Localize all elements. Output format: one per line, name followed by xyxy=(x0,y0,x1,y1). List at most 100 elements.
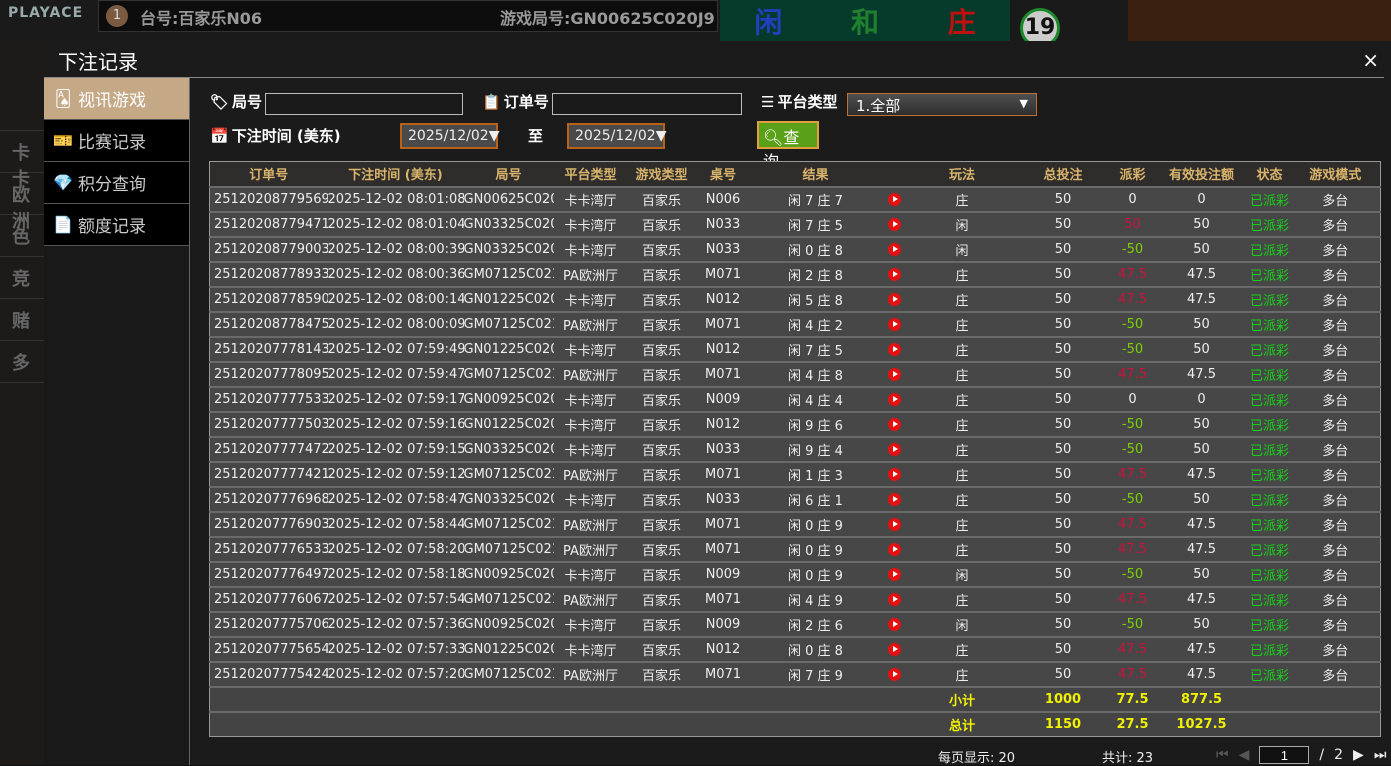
empty-cell xyxy=(1248,710,1291,737)
total-valid-bet: 1027.5 xyxy=(1154,710,1249,737)
play-video-icon[interactable] xyxy=(888,542,901,556)
page-input[interactable] xyxy=(1259,746,1310,764)
platform-select[interactable]: 1.全部 ▼ xyxy=(847,93,1037,116)
cell: 251202077769685 xyxy=(209,485,328,512)
cell: 2025-12-02 07:59:16 xyxy=(327,410,464,437)
round-input[interactable] xyxy=(265,93,463,115)
column-header: 结果 xyxy=(750,161,881,187)
play-video-icon[interactable] xyxy=(888,367,901,381)
play-video-icon[interactable] xyxy=(888,617,901,631)
play-video-icon[interactable] xyxy=(888,492,901,506)
play-video-icon[interactable] xyxy=(888,392,901,406)
cell: 50 xyxy=(1154,560,1249,587)
column-header: 总投注 xyxy=(1015,161,1111,187)
play-video-icon[interactable] xyxy=(888,567,901,581)
sidebar-item-label: 比赛记录 xyxy=(78,133,146,153)
cell: 2025-12-02 07:59:17 xyxy=(327,385,464,412)
cell: GM07125C0214I xyxy=(463,310,554,337)
cell: GM07125C0214G xyxy=(463,460,554,487)
cell: 多台 xyxy=(1290,535,1381,562)
time-label: 📅 下注时间 (美东) xyxy=(210,126,341,146)
cell: 50 xyxy=(1015,235,1111,262)
play-video-icon[interactable] xyxy=(888,442,901,456)
play-video-icon[interactable] xyxy=(888,642,901,656)
cell: 251202087784758 xyxy=(209,310,328,337)
cell: 2025-12-02 08:00:36 xyxy=(327,260,464,287)
play-video-icon[interactable] xyxy=(888,292,901,306)
cell: 50 xyxy=(1015,285,1111,312)
sidebar-item-0[interactable]: 🂡 视讯游戏 xyxy=(44,78,189,120)
cell: 闲 7 庄 9 xyxy=(750,660,881,687)
play-video-icon[interactable] xyxy=(888,517,901,531)
cell: N033 xyxy=(695,210,751,237)
empty-cell xyxy=(1290,710,1381,737)
cell: 50 xyxy=(1015,185,1111,212)
cell: 50 xyxy=(1015,310,1111,337)
cell: 闲 1 庄 3 xyxy=(750,460,881,487)
cell: 50 xyxy=(1015,360,1111,387)
cell: 百家乐 xyxy=(627,460,696,487)
sidebar-item-2[interactable]: 💎 积分查询 xyxy=(44,162,189,204)
table-row: 251202077760678 2025-12-02 07:57:54 GM0712… xyxy=(209,585,1381,612)
close-icon[interactable]: × xyxy=(1362,48,1379,72)
cell: 卡卡湾厅 xyxy=(553,485,628,512)
cell: GN03325C020QC xyxy=(463,210,554,237)
date-to[interactable]: 2025/12/02▼ xyxy=(567,123,666,149)
play-video-icon[interactable] xyxy=(888,417,901,431)
cell: 2025-12-02 07:59:47 xyxy=(327,360,464,387)
cell: 已派彩 xyxy=(1248,310,1291,337)
cell: 百家乐 xyxy=(627,510,696,537)
cell: 卡卡湾厅 xyxy=(553,235,628,262)
cell: 卡卡湾厅 xyxy=(553,435,628,462)
play-video-icon[interactable] xyxy=(888,217,901,231)
table-row: 251202077781433 2025-12-02 07:59:49 GN0122… xyxy=(209,335,1381,362)
video-cell xyxy=(880,535,909,562)
cell: 多台 xyxy=(1290,660,1381,687)
sidebar-item-1[interactable]: 🎫 比赛记录 xyxy=(44,120,189,162)
play-video-icon[interactable] xyxy=(888,192,901,206)
cell: PA欧洲厅 xyxy=(553,260,628,287)
total-payout: 27.5 xyxy=(1110,710,1155,737)
video-cell xyxy=(880,335,909,362)
cell: 已派彩 xyxy=(1248,560,1291,587)
cell: 已派彩 xyxy=(1248,510,1291,537)
cell: 多台 xyxy=(1290,560,1381,587)
play-video-icon[interactable] xyxy=(888,467,901,481)
cell: 庄 xyxy=(908,360,1016,387)
cell: 251202077774723 xyxy=(209,435,328,462)
empty-cell xyxy=(463,685,554,712)
total-label: 总计 xyxy=(908,710,1016,737)
cell: -50 xyxy=(1110,410,1155,437)
play-video-icon[interactable] xyxy=(888,267,901,281)
next-page-icon[interactable]: ▶ xyxy=(1353,747,1364,763)
table-row: 251202077756548 2025-12-02 07:57:33 GN0122… xyxy=(209,635,1381,662)
cell: 闲 4 庄 8 xyxy=(750,360,881,387)
prev-page-icon[interactable]: ◀ xyxy=(1238,747,1250,763)
cell: 已派彩 xyxy=(1248,610,1291,637)
play-video-icon[interactable] xyxy=(888,592,901,606)
cell: 百家乐 xyxy=(627,660,696,687)
table-row: 251202077774723 2025-12-02 07:59:15 GN0332… xyxy=(209,435,1381,462)
query-button[interactable]: 🔍︎查询 xyxy=(757,121,819,171)
cell: 闲 xyxy=(908,560,1016,587)
cell: N012 xyxy=(695,635,751,662)
cell: PA欧洲厅 xyxy=(553,535,628,562)
first-page-icon[interactable]: ⏮ xyxy=(1216,747,1229,763)
date-from[interactable]: 2025/12/02▼ xyxy=(400,123,499,149)
play-video-icon[interactable] xyxy=(888,242,901,256)
cell: 已派彩 xyxy=(1248,435,1291,462)
cell: GN03325C020Q7 xyxy=(463,485,554,512)
cell: 闲 5 庄 8 xyxy=(750,285,881,312)
cell: 251202087789339 xyxy=(209,260,328,287)
sidebar-item-3[interactable]: 📄 额度记录 xyxy=(44,204,189,246)
last-page-icon[interactable]: ⏭ xyxy=(1373,747,1387,763)
play-video-icon[interactable] xyxy=(888,667,901,681)
order-input[interactable] xyxy=(552,93,742,115)
play-video-icon[interactable] xyxy=(888,342,901,356)
empty-cell xyxy=(463,710,554,737)
play-video-icon[interactable] xyxy=(888,317,901,331)
subtotal-payout: 77.5 xyxy=(1110,685,1155,712)
column-header: 游戏模式 xyxy=(1290,161,1381,187)
cell: 多台 xyxy=(1290,235,1381,262)
cell: 卡卡湾厅 xyxy=(553,560,628,587)
